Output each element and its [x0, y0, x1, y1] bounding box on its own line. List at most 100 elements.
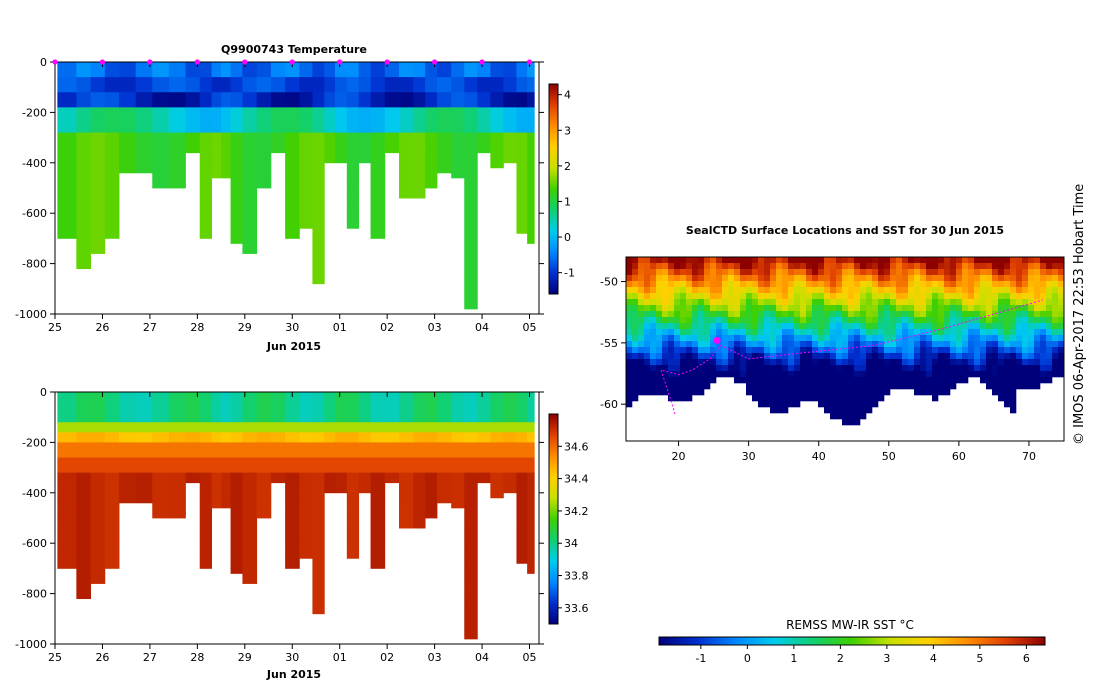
section-cell — [346, 107, 360, 113]
sst-cell — [734, 293, 741, 300]
sst-cell — [734, 347, 741, 354]
sst-cell — [926, 293, 933, 300]
section-cell — [256, 157, 272, 164]
section-cell — [464, 623, 478, 630]
section-cell — [370, 213, 386, 219]
section-cell — [299, 528, 313, 534]
sst-cell — [902, 287, 909, 294]
sst-cell — [710, 377, 717, 384]
sst-cell — [860, 257, 867, 264]
section-cell — [503, 407, 517, 413]
section-cell — [413, 502, 426, 509]
sst-cell — [920, 275, 927, 282]
sst-cell — [698, 293, 705, 300]
section-cell — [152, 137, 170, 144]
sst-cell — [680, 395, 687, 402]
sst-cell — [656, 389, 663, 396]
sst-cell — [872, 365, 879, 372]
sst-cell — [740, 329, 747, 336]
sst-cell — [800, 371, 807, 378]
sst-cell — [992, 275, 999, 282]
sst-cell — [854, 389, 861, 396]
sst-cell — [668, 299, 675, 306]
sst-cell — [824, 299, 831, 306]
sst-cell — [668, 263, 675, 270]
section-cell — [104, 472, 120, 479]
sst-cell — [626, 341, 633, 348]
section-cell — [464, 122, 478, 128]
section-cell — [57, 432, 77, 438]
section-cell — [221, 407, 231, 413]
section-cell — [168, 407, 186, 413]
section-cell — [436, 162, 452, 169]
sst-cell — [782, 293, 789, 300]
section-cell — [76, 467, 91, 474]
section-cell — [451, 467, 465, 474]
sst-cell — [626, 377, 633, 384]
sst-cell — [824, 347, 831, 354]
section-cell — [370, 107, 386, 113]
sst-cell — [776, 323, 783, 330]
section-cell — [168, 397, 186, 403]
sst-colorbar-tick-label: -1 — [695, 652, 706, 665]
section-cell — [285, 507, 300, 514]
section-cell — [221, 422, 231, 428]
sst-cell — [890, 257, 897, 264]
sst-cell — [1034, 335, 1041, 342]
section-cell — [399, 512, 414, 519]
surface-marker — [147, 59, 153, 65]
sst-cell — [680, 269, 687, 276]
section-cell — [490, 432, 504, 438]
section-cell — [242, 437, 258, 443]
sst-cell — [794, 389, 801, 396]
sst-cell — [854, 335, 861, 342]
sst-cell — [938, 257, 945, 264]
sst-cell — [650, 389, 657, 396]
section-cell — [135, 142, 153, 149]
sst-cell — [764, 269, 771, 276]
sst-cell — [890, 353, 897, 360]
sst-cell — [842, 347, 849, 354]
sst-cell — [698, 275, 705, 282]
section-cell — [152, 107, 170, 113]
section-cell — [104, 442, 120, 448]
section-cell — [464, 422, 478, 428]
sst-cell — [938, 311, 945, 318]
section-cell — [221, 157, 231, 164]
section-cell — [464, 472, 478, 479]
sst-cell — [890, 365, 897, 372]
section-cell — [76, 218, 91, 224]
section-cell — [57, 157, 77, 164]
section-cell — [358, 472, 371, 479]
section-cell — [399, 92, 414, 98]
sst-cell — [626, 383, 633, 390]
colorbar-tick-label: 34 — [564, 537, 578, 550]
section-cell — [104, 62, 120, 68]
section-cell — [370, 402, 386, 408]
x-tick-label: 28 — [190, 321, 204, 334]
sst-cell — [938, 299, 945, 306]
sst-cell — [920, 323, 927, 330]
sst-cell — [668, 353, 675, 360]
sst-cell — [632, 353, 639, 360]
section-cell — [312, 437, 325, 443]
section-cell — [527, 228, 535, 234]
sst-cell — [668, 383, 675, 390]
section-cell — [324, 122, 336, 128]
section-cell — [477, 442, 491, 448]
section-cell — [76, 238, 91, 244]
section-cell — [413, 127, 426, 133]
section-cell — [230, 203, 243, 209]
section-cell — [199, 162, 212, 169]
sst-cell — [926, 335, 933, 342]
sst-cell — [788, 359, 795, 366]
section-cell — [242, 223, 258, 229]
section-cell — [90, 193, 106, 199]
section-cell — [358, 87, 371, 93]
section-cell — [119, 407, 137, 413]
profile-column — [90, 62, 106, 254]
section-cell — [490, 122, 504, 128]
section-cell — [104, 193, 120, 199]
sst-cell — [788, 275, 795, 282]
section-cell — [527, 238, 535, 244]
